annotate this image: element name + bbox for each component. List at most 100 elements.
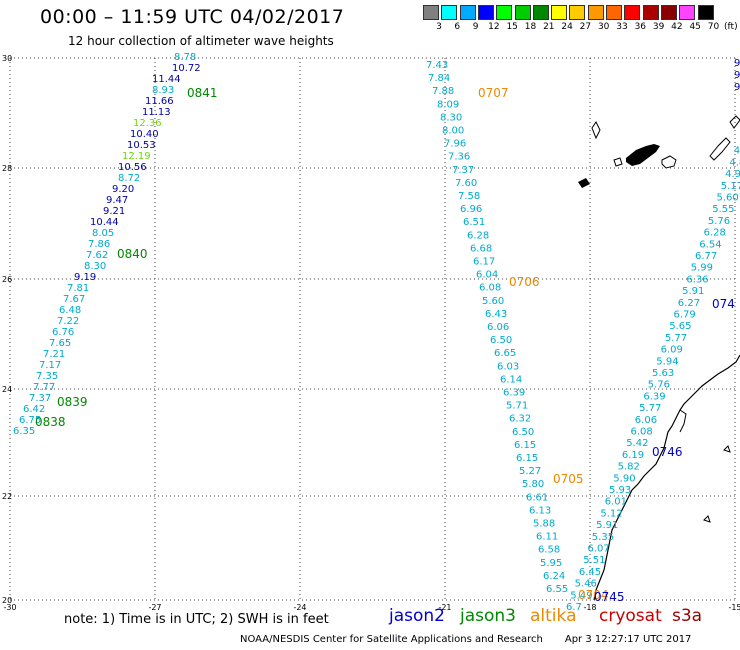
color-swatch	[679, 5, 696, 20]
swh-value: 4	[734, 146, 740, 157]
swh-value: 6.07	[588, 544, 610, 555]
swh-value: 6.7	[566, 602, 582, 613]
swh-value: 6.58	[538, 545, 560, 556]
timestamp-text: Apr 3 12:27:17 UTC 2017	[564, 634, 692, 645]
swh-value: 9.19	[74, 272, 96, 283]
color-scale-label: 45	[689, 22, 701, 32]
longitude-label: -27	[148, 603, 161, 612]
satellite-name: cryosat	[599, 606, 662, 626]
color-scale-label: 18	[524, 22, 537, 32]
swh-value: 7.17	[39, 360, 61, 371]
swh-value: 7.37	[452, 165, 474, 176]
color-scale-label: 9	[472, 22, 479, 32]
swh-value: 5.77	[639, 403, 661, 414]
cape-outline	[679, 409, 687, 433]
swh-value: 6.14	[500, 374, 522, 385]
swh-value: 5.17	[721, 181, 740, 192]
longitude-label: -30	[3, 603, 16, 612]
swh-value: 5.94	[656, 356, 678, 367]
swh-value: 7.84	[428, 73, 450, 84]
latitude-label: 22	[2, 492, 12, 501]
swh-value: 6.04	[476, 270, 498, 281]
color-swatch	[441, 5, 458, 20]
pass-time-labels: 0841084008390838070707060705070407450746…	[35, 86, 735, 604]
swh-value: 7.22	[57, 316, 79, 327]
swh-value: 5.76	[648, 380, 670, 391]
track-jason2-east: 6.75.495.466.455.516.075.355.915.126.015…	[566, 58, 740, 613]
swh-value: 10.40	[130, 129, 159, 140]
swh-value: 10.44	[90, 217, 119, 228]
swh-value: 6.75	[19, 415, 41, 426]
color-scale-unit: (ft)	[724, 22, 738, 32]
pass-time-label: 0839	[57, 395, 88, 409]
color-swatch	[606, 5, 622, 20]
swh-value: 6.15	[514, 440, 536, 451]
satellite-name: jason3	[460, 606, 516, 626]
swh-value: 9	[734, 82, 740, 93]
swh-value: 6.19	[622, 450, 644, 461]
swh-value: 6.06	[487, 322, 509, 333]
swh-value: 11.13	[142, 107, 171, 118]
swh-value: 6.51	[463, 217, 485, 228]
latitude-label: 26	[2, 275, 12, 284]
note-text: note: 1) Time is in UTC; 2) SWH is in fe…	[64, 612, 329, 627]
color-scale-label: 6	[454, 22, 461, 32]
color-swatch	[569, 5, 586, 20]
la-gomera-island	[613, 157, 623, 167]
swh-value: 5.42	[626, 438, 648, 449]
swh-value: 5.49	[570, 590, 592, 601]
swh-value: 6.50	[512, 427, 534, 438]
swh-value: 10.72	[172, 63, 201, 74]
latitude-label: 24	[2, 385, 12, 394]
longitude-label: -24	[293, 603, 306, 612]
color-swatch	[660, 5, 677, 20]
swh-value: 6.39	[643, 391, 665, 402]
swh-value: 7.36	[448, 152, 470, 163]
swh-value: 7.67	[63, 294, 85, 305]
swh-value: 5.99	[691, 263, 713, 274]
latitude-label: 20	[2, 596, 12, 605]
map-subtitle: 12 hour collection of altimeter wave hei…	[68, 34, 334, 48]
color-scale-label: 39	[652, 22, 665, 32]
swh-value: 7.96	[444, 139, 466, 150]
longitude-label: -15	[728, 603, 740, 612]
fuerteventura-island	[709, 137, 731, 161]
swh-value: 6.55	[546, 584, 568, 595]
swh-value: 6.36	[686, 274, 708, 285]
swh-value: 6.43	[485, 309, 507, 320]
swh-value: 7.86	[88, 239, 110, 250]
swh-value: 5.63	[652, 368, 674, 379]
swh-value: 9.20	[112, 184, 134, 195]
color-scale-label: 30	[597, 22, 610, 32]
swh-value: 5.55	[712, 204, 734, 215]
satellite-name: altika	[530, 606, 577, 626]
swh-value: 5.77	[665, 333, 687, 344]
swh-value: 6.77	[695, 251, 717, 262]
swh-value: 11.66	[145, 96, 174, 107]
el-hierro-island	[578, 178, 590, 188]
swh-value: 6.06	[635, 415, 657, 426]
swh-value: 5.27	[519, 466, 541, 477]
swh-value: 12.36	[133, 118, 162, 129]
pass-time-label: 0707	[478, 86, 509, 100]
swh-value: 6.11	[536, 532, 558, 543]
swh-value: 5.91	[682, 286, 704, 297]
swh-value: 7.60	[455, 178, 477, 189]
swh-value: 5.80	[522, 479, 544, 490]
swh-value: 7.21	[43, 349, 65, 360]
coastal-islet	[703, 515, 711, 523]
swh-value: 6.28	[704, 228, 726, 239]
swh-value: 5.12	[600, 508, 622, 519]
color-swatch	[423, 5, 439, 20]
longitude-label: -18	[583, 603, 596, 612]
gran-canaria-island	[661, 155, 677, 169]
lanzarote-island	[729, 115, 740, 129]
la-palma-island	[591, 121, 601, 140]
coastal-islet	[723, 445, 731, 453]
swh-value: 6.13	[529, 505, 551, 516]
color-scale-label: 24	[561, 22, 573, 32]
swh-value: 11.44	[152, 74, 181, 85]
color-swatch	[642, 5, 659, 20]
credit-text: NOAA/NESDIS Center for Satellite Applica…	[240, 634, 543, 645]
footer: NOAA/NESDIS Center for Satellite Applica…	[240, 634, 691, 645]
